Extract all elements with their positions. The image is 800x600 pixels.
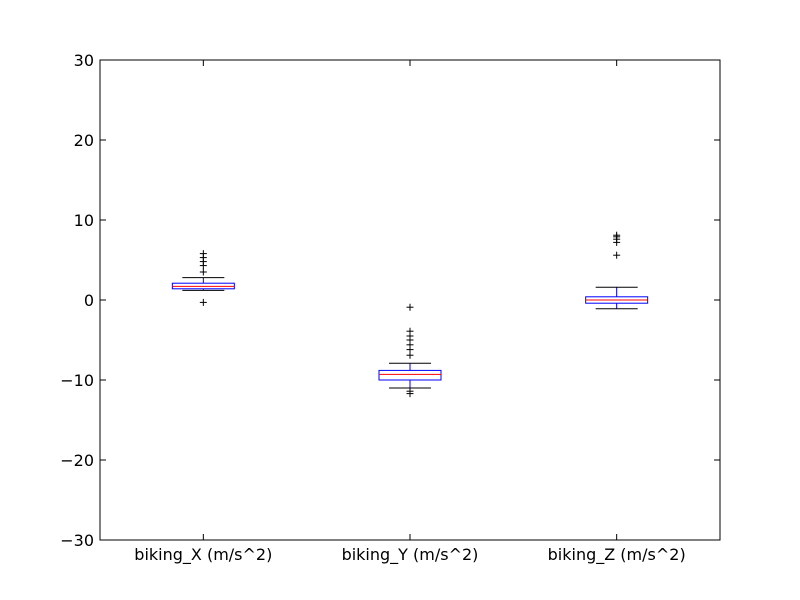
- y-tick-label: 20: [74, 131, 94, 150]
- plot-marks: [171, 231, 649, 398]
- flier-point: [406, 303, 414, 311]
- y-tick-label: −30: [60, 531, 94, 550]
- x-category-label: biking_Y (m/s^2): [342, 545, 479, 565]
- flier-point: [406, 390, 414, 398]
- box-group: [585, 231, 649, 310]
- axis-ticks: [100, 59, 720, 541]
- flier-point: [199, 298, 207, 306]
- y-tick-label: −20: [60, 451, 94, 470]
- x-category-label: biking_Z (m/s^2): [548, 545, 686, 565]
- y-tick-label: −10: [60, 371, 94, 390]
- axis-labels: 30 20 10 0 −10 −20 −30 biking_X (m/s^2) biking_Y…: [60, 51, 685, 565]
- flier-point: [406, 351, 414, 359]
- flier-point: [199, 268, 207, 276]
- box-iqr: [378, 369, 442, 381]
- x-category-label: biking_X (m/s^2): [134, 545, 272, 565]
- y-tick-label: 30: [74, 51, 94, 70]
- flier-point: [199, 250, 207, 258]
- y-tick-label: 10: [74, 211, 94, 230]
- flier-point: [613, 251, 621, 259]
- box-group: [171, 250, 235, 306]
- box-group: [378, 303, 442, 398]
- y-tick-label: 0: [84, 291, 94, 310]
- flier-point: [613, 231, 621, 239]
